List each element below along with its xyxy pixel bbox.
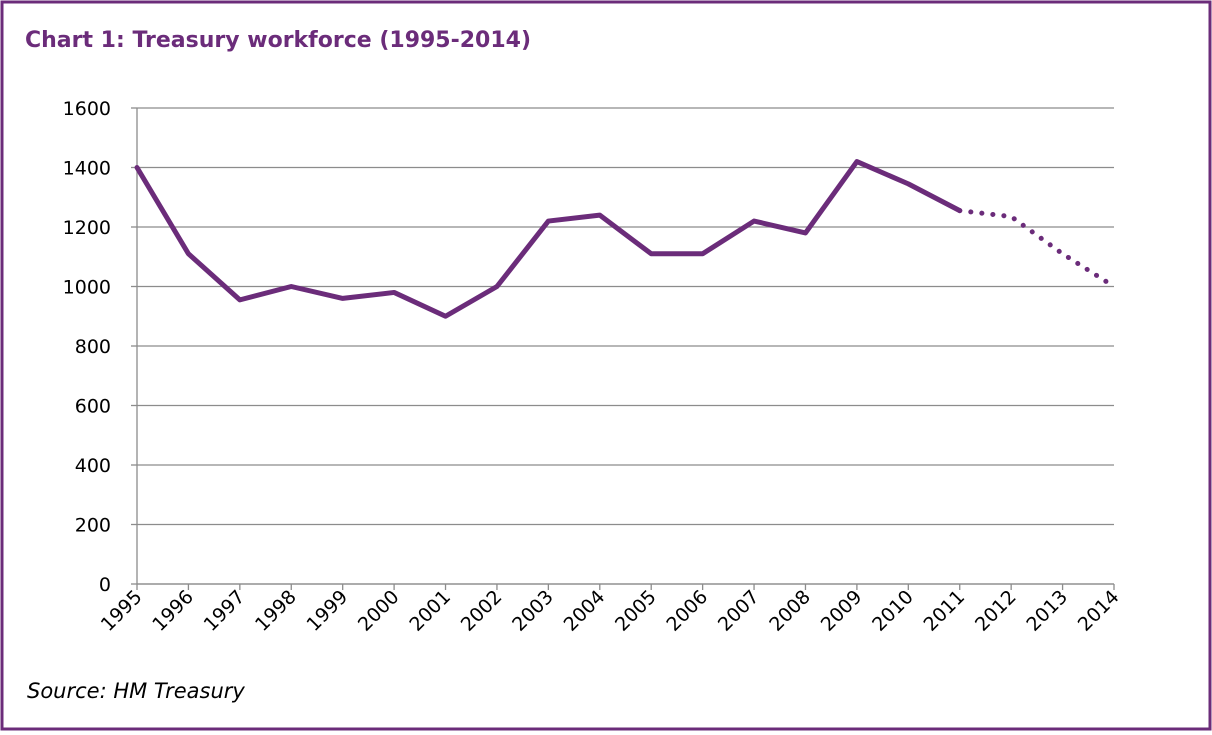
y-tick-label: 1200 [63, 217, 111, 239]
y-tick-label: 400 [75, 455, 111, 477]
x-tick-label: 2009 [817, 586, 867, 636]
x-tick-label: 2012 [971, 586, 1021, 636]
chart-title: Chart 1: Treasury workforce (1995-2014) [25, 28, 531, 53]
y-tick-label: 200 [75, 515, 111, 537]
x-tick-label: 2003 [508, 586, 558, 636]
x-tick-label: 2000 [354, 586, 404, 636]
x-tick-label: 2005 [611, 586, 661, 636]
y-tick-label: 600 [75, 396, 111, 418]
x-tick-label: 2008 [765, 586, 815, 636]
x-tick-label: 2006 [662, 586, 712, 636]
x-tick-label: 2013 [1022, 586, 1072, 636]
y-tick-label: 1400 [63, 158, 111, 180]
y-tick-label: 800 [75, 336, 111, 358]
x-tick-label: 2014 [1074, 586, 1124, 636]
y-tick-label: 0 [99, 574, 111, 596]
x-tick-label: 2004 [560, 586, 610, 636]
source-note: Source: HM Treasury [27, 679, 245, 703]
series-line [134, 159, 963, 319]
x-tick-label: 1997 [200, 586, 250, 636]
x-tick-label: 2011 [920, 586, 970, 636]
x-tick-label: 1999 [302, 586, 352, 636]
x-tick-label: 2001 [405, 586, 455, 636]
y-tick-label: 1000 [63, 277, 111, 299]
x-tick-label: 2002 [457, 586, 507, 636]
x-tick-label: 2010 [868, 586, 918, 636]
x-tick-label: 2007 [714, 586, 764, 636]
x-tick-label: 1998 [251, 586, 301, 636]
x-tick-label: 1996 [148, 586, 198, 636]
y-tick-label: 1600 [63, 98, 111, 120]
series-line [957, 208, 1117, 289]
